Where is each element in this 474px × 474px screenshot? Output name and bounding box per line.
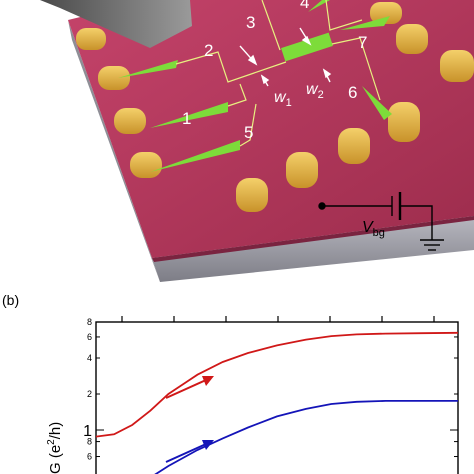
gold-pads <box>76 2 474 212</box>
width-arrows <box>239 27 332 87</box>
y-axis-ticks: 86421864 <box>83 317 458 474</box>
gold-pad <box>388 102 420 142</box>
chip-left-side <box>68 20 160 282</box>
y-axis-label: G (e2/h) <box>46 422 64 474</box>
gold-pad <box>338 128 370 164</box>
plot-frame <box>95 321 459 474</box>
width-label-w2: w2 <box>306 81 324 101</box>
red-direction-arrow <box>165 376 214 399</box>
chip-top-edge <box>152 216 474 262</box>
chart: 86421864 G (e2/h) <box>46 316 459 474</box>
graphene-leads <box>118 0 392 172</box>
panel-b-label: (b) <box>2 292 19 308</box>
gold-pad <box>236 178 268 212</box>
red-conductance-curve <box>95 331 459 438</box>
y-tick-label: 4 <box>87 353 92 363</box>
top-ticks <box>121 316 435 322</box>
device-label-2: 2 <box>204 41 213 60</box>
device-label-5: 5 <box>244 123 253 142</box>
back-gate-circuit <box>318 192 444 251</box>
gate-voltage-label: Vbg <box>362 219 385 239</box>
gold-pad <box>286 152 318 188</box>
gold-pad <box>440 50 474 82</box>
gold-pad <box>98 66 130 90</box>
device-illustration: 1 2 3 4 5 6 7 w1 w2 Vbg <box>40 0 474 282</box>
device-label-3: 3 <box>246 13 255 32</box>
blue-conductance-curve <box>154 400 458 474</box>
y-tick-label: 6 <box>87 452 92 462</box>
chip-front-side <box>152 216 474 282</box>
y-tick-label: 6 <box>87 332 92 342</box>
device-label-4: 4 <box>300 0 309 12</box>
electrode-lines <box>175 0 381 147</box>
gold-pad <box>396 24 428 54</box>
probe-tip <box>40 0 192 48</box>
y-tick-label: 8 <box>87 437 92 447</box>
device-label-7: 7 <box>358 33 367 52</box>
y-tick-label: 4 <box>87 473 92 474</box>
y-tick-label: 1 <box>83 423 92 440</box>
gold-pad <box>130 152 162 178</box>
width-label-w1: w1 <box>274 89 292 109</box>
device-label-6: 6 <box>348 83 357 102</box>
gold-pad <box>370 2 402 24</box>
blue-direction-arrow <box>165 440 214 463</box>
y-tick-label: 2 <box>87 389 92 399</box>
gold-pad <box>114 108 146 134</box>
y-tick-label: 8 <box>87 317 92 327</box>
gold-pad <box>76 28 106 50</box>
device-label-1: 1 <box>182 109 191 128</box>
series-group <box>95 331 459 474</box>
graphene-channel <box>281 32 333 62</box>
